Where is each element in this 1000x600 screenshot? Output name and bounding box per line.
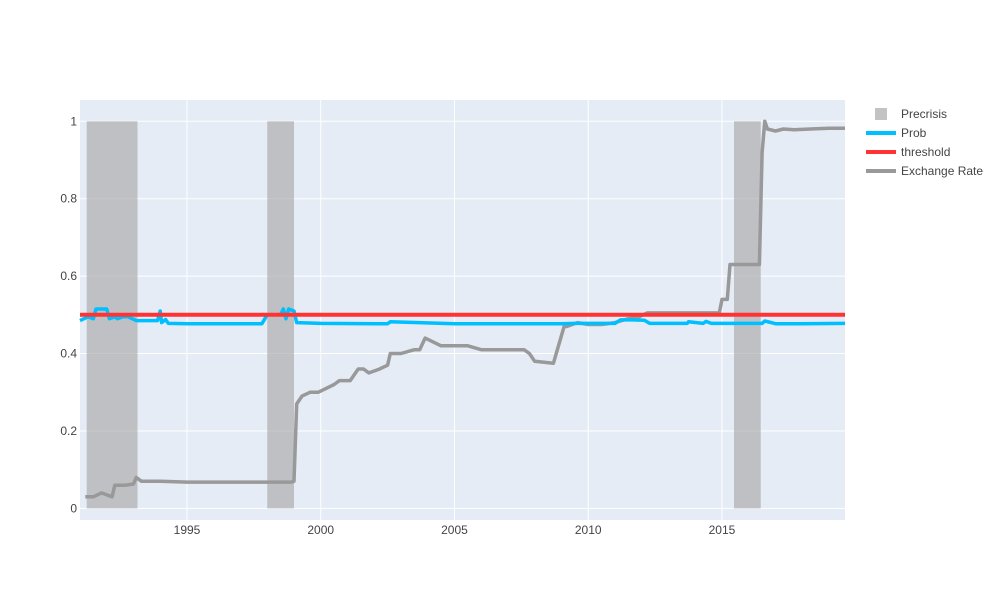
legend-label: threshold: [901, 145, 950, 159]
x-tick-label: 2015: [709, 523, 736, 537]
legend-item-exchange-rate[interactable]: Exchange Rate: [866, 164, 983, 178]
grid: [80, 100, 845, 520]
y-tick-label: 0: [70, 501, 77, 515]
legend-item-prob[interactable]: Prob: [866, 126, 927, 140]
legend-label: Exchange Rate: [901, 164, 983, 178]
y-tick-label: 0.4: [60, 347, 77, 361]
legend-item-threshold[interactable]: threshold: [866, 145, 950, 159]
x-tick-label: 2010: [575, 523, 602, 537]
series-lines: [79, 119, 846, 499]
legend-label: Prob: [901, 126, 927, 140]
legend-label: Precrisis: [901, 107, 947, 121]
y-tick-label: 0.6: [60, 269, 77, 283]
x-tick-label: 1995: [174, 523, 201, 537]
series-line-exchange-rate: [85, 119, 845, 499]
plot-background: [80, 100, 845, 520]
legend-symbol: [875, 108, 887, 120]
y-axis-ticks: 0 0.2 0.4 0.6 0.8 1: [60, 114, 77, 515]
x-axis-ticks: 1995 2000 2005 2010 2015: [174, 523, 736, 537]
y-tick-label: 0.8: [60, 192, 77, 206]
x-tick-label: 2000: [307, 523, 334, 537]
x-tick-label: 2005: [441, 523, 468, 537]
legend-item-precrisis[interactable]: Precrisis: [875, 107, 947, 121]
y-tick-label: 0.2: [60, 424, 77, 438]
legend[interactable]: Precrisis Prob threshold Exchange Rate: [866, 107, 983, 178]
y-tick-label: 1: [70, 114, 77, 128]
